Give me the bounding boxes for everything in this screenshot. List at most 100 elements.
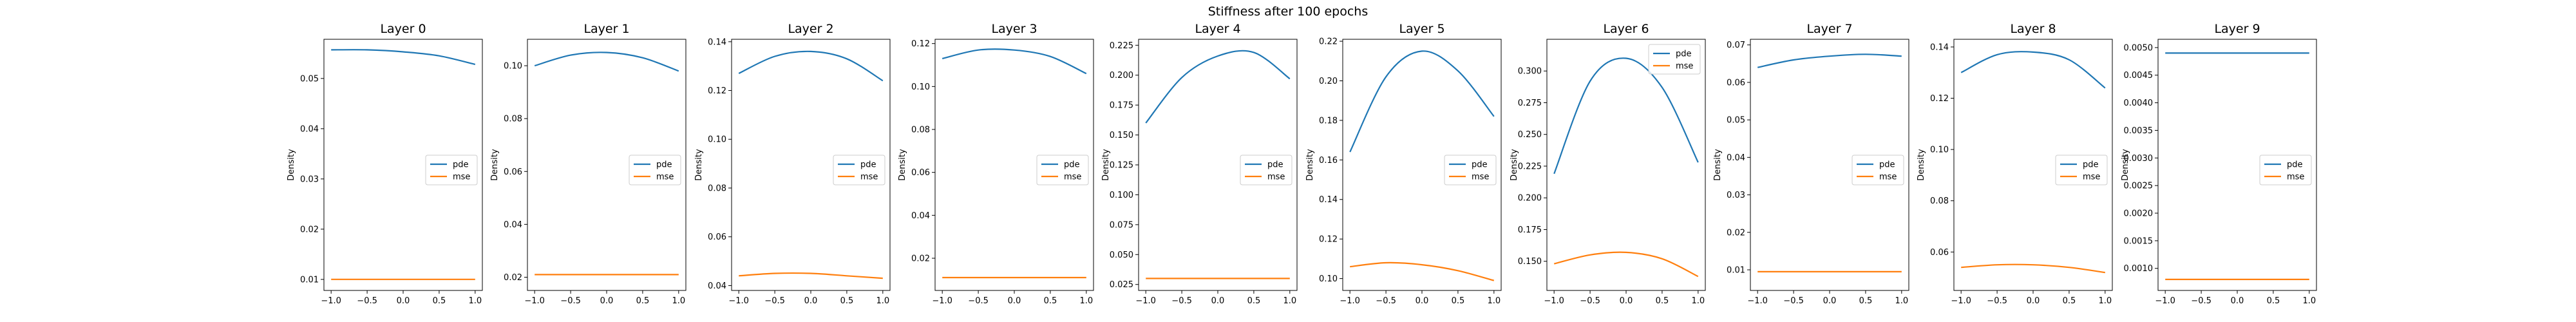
legend-layer-2: pde mse (833, 155, 886, 185)
panel-layer-7: −1.0 −0.5 0.0 0.5 1.0 0.01 0.02 0.03 0.04 0.05 0.0… (1713, 22, 1909, 306)
y-tick-label: 0.025 (1110, 280, 1133, 290)
x-tick-label: 0.5 (1656, 296, 1669, 306)
panel-layer-2: −1.0 −0.5 0.0 0.5 1.0 0.04 0.06 0.08 0.10 0.12 0.1… (694, 22, 891, 306)
y-tick-label: 0.175 (1110, 101, 1133, 111)
x-tick-label: −1.0 (1340, 296, 1360, 306)
y-tick-label: 0.12 (708, 86, 726, 96)
x-tick-label: −1.0 (1135, 296, 1156, 306)
panel-title-layer-6: Layer 6 (1603, 22, 1649, 36)
x-tick-label: 0.5 (2063, 296, 2076, 306)
series-line-pde-layer-2 (738, 50, 884, 82)
legend-label-pde: pde (1267, 160, 1283, 170)
x-tick-label: −0.5 (968, 296, 989, 306)
series-line-pde-layer-1 (534, 52, 679, 72)
legend-label-mse: mse (2287, 173, 2304, 182)
y-tick-label: 0.12 (1319, 235, 1338, 245)
legend-label-pde: pde (860, 160, 876, 170)
x-tick-label: 1.0 (1487, 296, 1501, 306)
y-axis-label-layer-4: Density (1101, 149, 1111, 181)
legend-label-pde: pde (1676, 50, 1692, 59)
y-tick-label: 0.300 (1518, 67, 1542, 77)
y-tick-label: 0.04 (504, 220, 522, 230)
x-tick-label: 0.0 (2231, 296, 2244, 306)
x-tick-label: 1.0 (468, 296, 482, 306)
y-tick-label: 0.06 (1930, 248, 1949, 258)
legend-box (2055, 155, 2108, 185)
y-tick-label: 0.225 (1518, 162, 1542, 171)
y-tick-label: 0.250 (1518, 130, 1542, 140)
y-tick-label: 0.05 (300, 74, 319, 84)
x-tick-label: −1.0 (524, 296, 545, 306)
x-tick-label: 0.5 (636, 296, 650, 306)
x-tick-label: 0.5 (433, 296, 446, 306)
panel-title-layer-7: Layer 7 (1806, 22, 1852, 36)
x-tick-label: 0.5 (840, 296, 854, 306)
y-tick-label: 0.14 (708, 37, 726, 47)
panel-layer-6: −1.0 −0.5 0.0 0.5 1.0 0.150 0.175 0.200 0.225 0.2… (1510, 22, 1706, 306)
x-tick-label: 1.0 (672, 296, 685, 306)
y-axis-label-layer-1: Density (490, 149, 500, 181)
panel-layer-8: −1.0 −0.5 0.0 0.5 1.0 0.06 0.08 0.10 0.12 0.14 Lay… (1917, 22, 2113, 306)
x-tick-label: 0.0 (2027, 296, 2040, 306)
series-line-pde-layer-8 (1960, 51, 2106, 89)
y-tick-label: 0.06 (504, 167, 522, 177)
y-tick-label: 0.150 (1518, 257, 1542, 267)
y-tick-label: 0.125 (1110, 161, 1133, 171)
y-tick-label: 0.0035 (2124, 126, 2154, 136)
legend-layer-1: pde mse (629, 155, 681, 185)
x-tick-label: 1.0 (1079, 296, 1093, 306)
y-tick-label: 0.04 (300, 124, 319, 134)
y-axis-label-layer-6: Density (1510, 149, 1519, 181)
y-tick-label: 0.06 (1727, 78, 1745, 88)
y-tick-label: 0.02 (504, 273, 522, 283)
x-tick-label: 0.0 (600, 296, 614, 306)
legend-label-pde: pde (1064, 160, 1080, 170)
x-tick-label: 1.0 (2302, 296, 2316, 306)
y-tick-label: 0.02 (300, 225, 319, 234)
legend-box (1240, 155, 1293, 185)
legend-label-mse: mse (656, 173, 674, 182)
legend-layer-4: pde mse (1240, 155, 1293, 185)
y-tick-label: 0.03 (1727, 191, 1745, 200)
legend-label-mse: mse (1064, 173, 1081, 182)
x-tick-label: −0.5 (1171, 296, 1192, 306)
y-tick-label: 0.02 (911, 254, 930, 264)
y-tick-label: 0.150 (1110, 131, 1133, 140)
legend-label-mse: mse (453, 173, 470, 182)
x-tick-label: −1.0 (321, 296, 341, 306)
legend-box (833, 155, 886, 185)
y-tick-label: 0.05 (1727, 116, 1745, 126)
x-tick-label: 0.0 (1211, 296, 1225, 306)
x-tick-label: −0.5 (2191, 296, 2211, 306)
y-tick-label: 0.18 (1319, 116, 1338, 126)
x-tick-label: −0.5 (764, 296, 785, 306)
y-tick-label: 0.0040 (2124, 99, 2154, 108)
x-tick-label: 0.5 (1859, 296, 1873, 306)
x-tick-label: 1.0 (1283, 296, 1296, 306)
y-tick-label: 0.12 (1930, 94, 1949, 104)
series-line-mse-layer-6 (1553, 251, 1699, 278)
panel-title-layer-4: Layer 4 (1195, 22, 1240, 36)
x-tick-label: 0.0 (1823, 296, 1837, 306)
x-tick-label: −1.0 (1747, 296, 1768, 306)
series-line-pde-layer-0 (331, 49, 476, 66)
x-tick-label: −0.5 (357, 296, 377, 306)
legend-label-mse: mse (1879, 173, 1897, 182)
panel-layer-1: −1.0 −0.5 0.0 0.5 1.0 0.02 0.04 0.06 0.08 0.10 Lay… (490, 22, 687, 306)
x-tick-label: 0.0 (1620, 296, 1633, 306)
y-tick-label: 0.175 (1518, 225, 1542, 235)
y-tick-label: 0.0010 (2124, 264, 2154, 274)
series-line-pde-layer-4 (1145, 50, 1291, 124)
legend-box (629, 155, 681, 185)
x-tick-label: −1.0 (1544, 296, 1564, 306)
y-tick-label: 0.08 (708, 184, 726, 193)
panel-title-layer-5: Layer 5 (1399, 22, 1444, 36)
y-tick-label: 0.01 (1727, 265, 1745, 275)
panel-title-layer-3: Layer 3 (991, 22, 1037, 36)
x-tick-label: 0.0 (1416, 296, 1429, 306)
y-tick-label: 0.050 (1110, 251, 1133, 260)
legend-label-pde: pde (656, 160, 672, 170)
panels-group: −1.0 −0.5 0.0 0.5 1.0 0.01 0.02 0.03 0.04 0.05 Lay… (287, 22, 2317, 306)
series-line-pde-layer-3 (942, 48, 1087, 75)
